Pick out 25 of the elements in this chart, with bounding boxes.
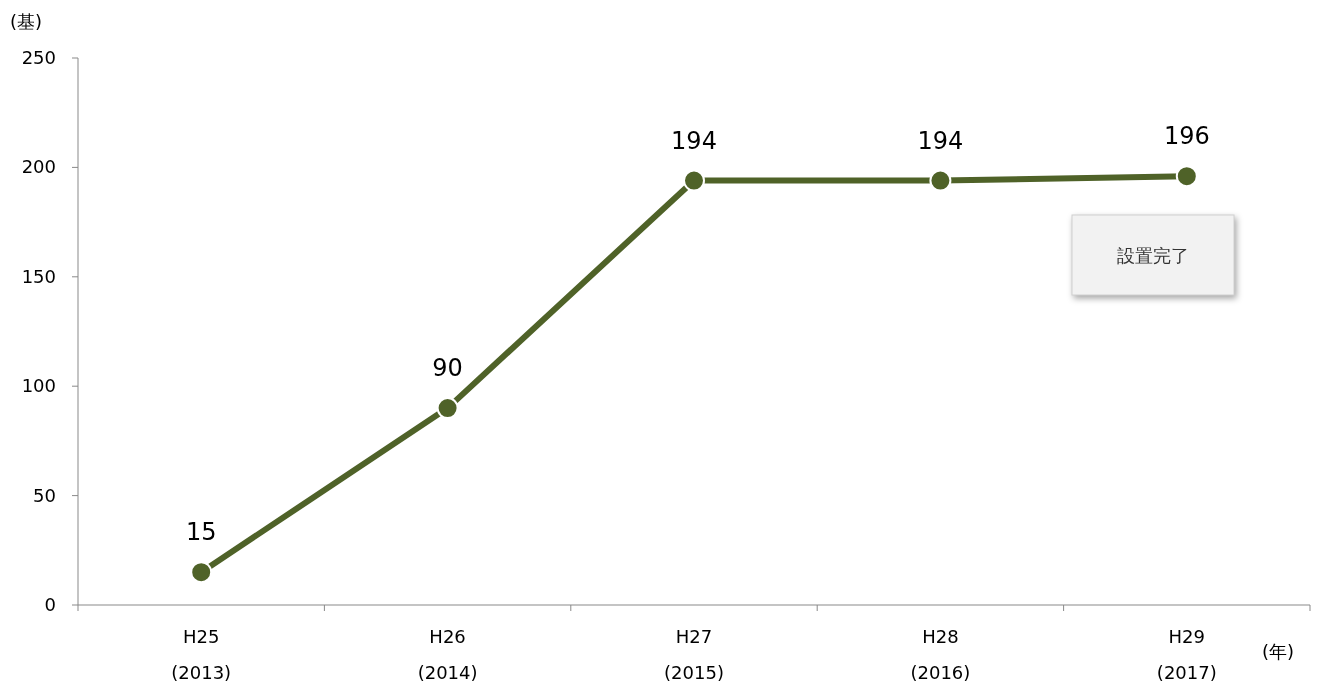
y-axis-title: (基) xyxy=(10,11,43,32)
data-label: 194 xyxy=(917,126,964,155)
y-tick-label: 100 xyxy=(21,375,56,397)
data-label: 15 xyxy=(185,518,217,547)
y-tick-label: 200 xyxy=(21,156,56,178)
y-tick-label: 0 xyxy=(44,594,56,615)
x-tick-label: H27 (2015) xyxy=(664,626,724,683)
data-label: 90 xyxy=(432,354,463,383)
note-box: 設置完了 xyxy=(1071,214,1235,296)
y-tick-label: 250 xyxy=(21,47,56,68)
x-tick-label: H28 (2016) xyxy=(910,626,971,683)
point xyxy=(1175,165,1198,188)
y-tick-label: 150 xyxy=(21,265,56,287)
point xyxy=(929,169,952,192)
point xyxy=(190,561,213,584)
data-label: 196 xyxy=(1163,122,1210,151)
x-tick-label: H29 (2017) xyxy=(1156,626,1217,683)
data-label: 194 xyxy=(671,126,717,155)
annotation: 設置完了 xyxy=(1117,245,1189,266)
point xyxy=(436,397,459,420)
point xyxy=(683,169,705,192)
x-tick-label: H26 (2014) xyxy=(417,626,478,683)
x-tick-label: H25 (2013) xyxy=(171,626,232,683)
x-axis-title: (年) xyxy=(1262,641,1295,662)
y-tick-label: 50 xyxy=(33,484,56,506)
